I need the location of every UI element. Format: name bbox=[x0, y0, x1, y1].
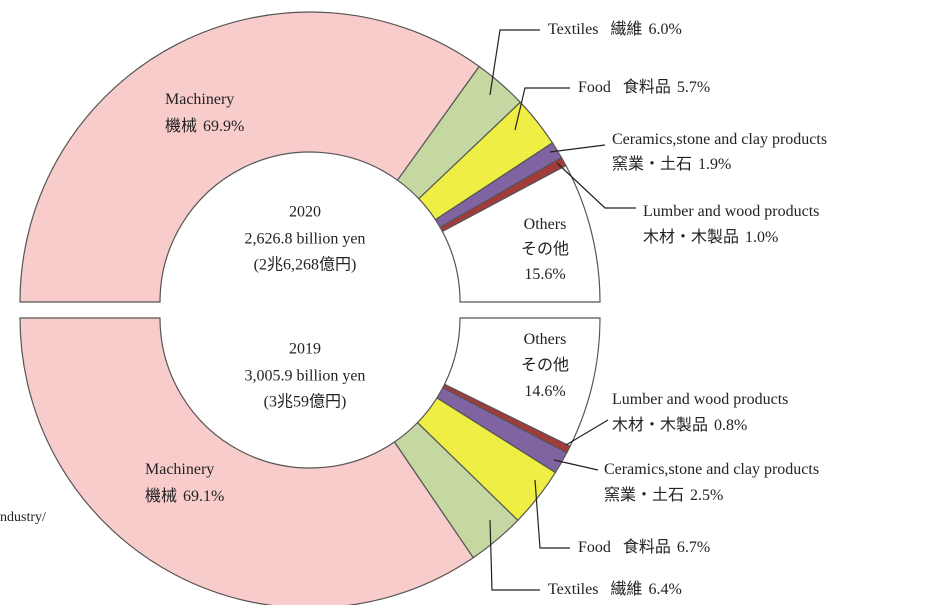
segment-label: Ceramics,stone and clay products bbox=[604, 461, 819, 478]
label-part: 2.5% bbox=[690, 487, 723, 504]
segment-label: Others bbox=[524, 216, 567, 233]
segment-label: Food 食料品 5.7% bbox=[578, 78, 710, 96]
segment-label: Others bbox=[524, 331, 567, 348]
segment-label: Textiles 繊維 6.0% bbox=[548, 20, 682, 38]
segment-label: 機械 69.9% bbox=[165, 117, 244, 135]
label-part: Machinery bbox=[165, 91, 234, 108]
label-part: 機械 bbox=[165, 117, 197, 135]
label-part: 6.0% bbox=[648, 21, 681, 38]
label-part: 0.8% bbox=[714, 417, 747, 434]
segment-label: Machinery bbox=[165, 91, 234, 108]
center-note: (2兆6,268億円) bbox=[254, 256, 357, 274]
label-part: その他 bbox=[521, 356, 569, 374]
label-part: 食料品 bbox=[623, 538, 671, 556]
label-part: 窯業・土石 bbox=[604, 486, 684, 504]
segment-label: 14.6% bbox=[524, 383, 565, 400]
label-part: 1.9% bbox=[698, 156, 731, 173]
label-part: Others bbox=[524, 331, 567, 348]
label-part: 木材・木製品 bbox=[612, 416, 708, 434]
center-title: 2019 bbox=[289, 341, 321, 358]
label-part: Ceramics,stone and clay products bbox=[604, 461, 819, 478]
leader-line bbox=[565, 419, 609, 446]
segment-label: Textiles 繊維 6.4% bbox=[548, 580, 682, 598]
leader-line bbox=[514, 87, 570, 131]
label-part: Others bbox=[524, 216, 567, 233]
segment-label: 木材・木製品 0.8% bbox=[612, 416, 747, 434]
label-part: Food bbox=[578, 539, 611, 556]
label-part: Textiles bbox=[548, 581, 598, 598]
segment-label: その他 bbox=[521, 356, 569, 374]
donut-segment bbox=[19, 11, 481, 303]
center-title: 2020 bbox=[289, 204, 321, 221]
label-part: 5.7% bbox=[677, 79, 710, 96]
label-part: その他 bbox=[521, 240, 569, 258]
label-part: 1.0% bbox=[745, 229, 778, 246]
label-part: Food bbox=[578, 79, 611, 96]
leader-line bbox=[489, 519, 540, 591]
leader-line bbox=[549, 144, 606, 153]
center-subtitle: 3,005.9 billion yen bbox=[245, 368, 366, 385]
segment-label: 窯業・土石 2.5% bbox=[604, 486, 723, 504]
label-part: 14.6% bbox=[524, 383, 565, 400]
segment-label: 機械 69.1% bbox=[145, 487, 224, 505]
label-part: 69.1% bbox=[183, 488, 224, 505]
segment-label: Machinery bbox=[145, 461, 214, 478]
center-note: (3兆59億円) bbox=[264, 393, 347, 411]
label-part: 69.9% bbox=[203, 118, 244, 135]
segment-label: 窯業・土石 1.9% bbox=[612, 155, 731, 173]
label-part: 木材・木製品 bbox=[643, 228, 739, 246]
center-subtitle: 2,626.8 billion yen bbox=[245, 231, 366, 248]
leader-line bbox=[534, 479, 570, 549]
leader-line bbox=[489, 29, 540, 96]
donut-segment bbox=[19, 317, 475, 605]
leader-line bbox=[556, 162, 636, 209]
label-part: 機械 bbox=[145, 487, 177, 505]
label-part: 繊維 bbox=[610, 580, 642, 598]
label-part: 6.4% bbox=[648, 581, 681, 598]
label-part: 窯業・土石 bbox=[612, 155, 692, 173]
label-part: Machinery bbox=[145, 461, 214, 478]
segment-label: Food 食料品 6.7% bbox=[578, 538, 710, 556]
label-part: 繊維 bbox=[610, 20, 642, 38]
segment-label: Lumber and wood products bbox=[643, 203, 819, 220]
cropped-text: ndustry/ bbox=[0, 510, 46, 525]
label-part: 食料品 bbox=[623, 78, 671, 96]
label-part: Ceramics,stone and clay products bbox=[612, 131, 827, 148]
label-part: Textiles bbox=[548, 21, 598, 38]
label-part: Lumber and wood products bbox=[612, 391, 788, 408]
segment-label: 木材・木製品 1.0% bbox=[643, 228, 778, 246]
segment-label: Lumber and wood products bbox=[612, 391, 788, 408]
leader-line bbox=[553, 459, 599, 471]
label-part: 6.7% bbox=[677, 539, 710, 556]
segment-label: その他 bbox=[521, 240, 569, 258]
segment-label: 15.6% bbox=[524, 266, 565, 283]
segment-label: Ceramics,stone and clay products bbox=[612, 131, 827, 148]
label-part: 15.6% bbox=[524, 266, 565, 283]
donut-segment bbox=[441, 164, 601, 303]
label-part: Lumber and wood products bbox=[643, 203, 819, 220]
